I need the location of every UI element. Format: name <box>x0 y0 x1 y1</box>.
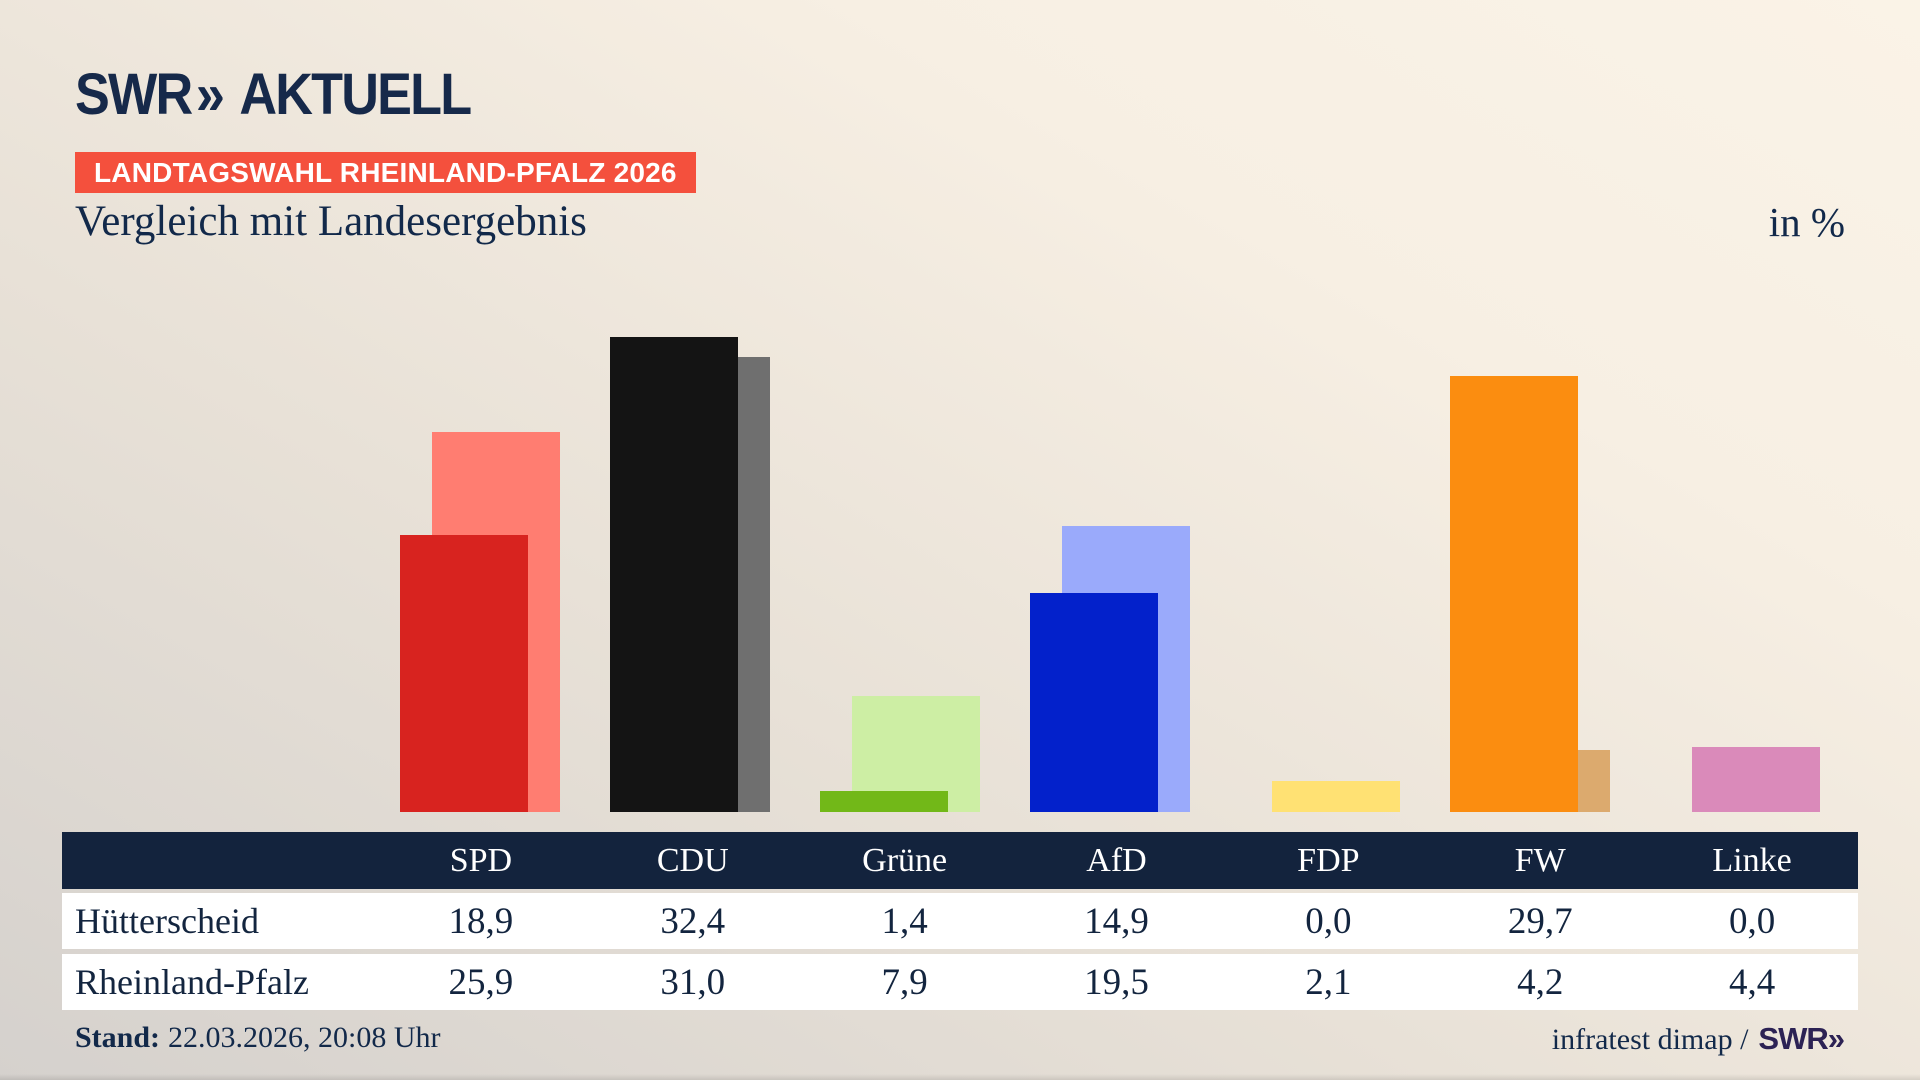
bar-grüne-hütterscheid <box>820 791 948 812</box>
table-header-afd: AfD <box>1086 841 1147 879</box>
value-cdu-row2: 31,0 <box>660 961 726 1003</box>
election-badge: LANDTAGSWAHL RHEINLAND-PFALZ 2026 <box>75 152 696 193</box>
value-fdp-row1: 0,0 <box>1305 900 1352 942</box>
value-fw-row2: 4,2 <box>1517 961 1564 1003</box>
source-credit: infratest dimap / SWR» <box>1552 1021 1845 1057</box>
table-header-spd: SPD <box>449 841 513 879</box>
table-row-hütterscheid: Hütterscheid 18,9 32,4 1,4 14,9 0,0 29,7 0,0 <box>62 893 1858 949</box>
chart-title: Vergleich mit Landesergebnis <box>75 198 587 245</box>
bar-linke-rheinland-pfalz <box>1692 747 1820 812</box>
table-header-cdu: CDU <box>656 841 729 879</box>
value-afd-row1: 14,9 <box>1084 900 1149 942</box>
bar-group-afd <box>1030 0 1190 812</box>
table-header-fw: FW <box>1514 841 1566 879</box>
table-header-linke: Linke <box>1712 841 1792 879</box>
source-chevron-icon: » <box>1827 1021 1845 1056</box>
table-row-rheinland-pfalz: Rheinland-Pfalz 25,9 31,0 7,9 19,5 2,1 4,2 4,4 <box>62 954 1858 1010</box>
value-linke-row2: 4,4 <box>1728 961 1776 1003</box>
value-afd-row2: 19,5 <box>1084 961 1149 1003</box>
value-grüne-row2: 7,9 <box>881 961 928 1003</box>
value-grüne-row1: 1,4 <box>881 900 928 942</box>
value-spd-row1: 18,9 <box>448 900 514 942</box>
results-table: SPD CDU Grüne AfD FDP FW Linke Hütterscheid 18,9… <box>62 832 1858 1015</box>
timestamp-label: Stand: <box>75 1021 161 1054</box>
table-header-row: SPD CDU Grüne AfD FDP FW Linke <box>62 832 1858 889</box>
unit-label: in % <box>1768 199 1845 245</box>
table-header-grüne: Grüne <box>862 841 948 879</box>
bar-group-fw <box>1450 0 1610 812</box>
bar-fdp-rheinland-pfalz <box>1272 781 1400 812</box>
swr-aktuell-logo: SWR» AKTUELL <box>75 66 472 124</box>
value-spd-row2: 25,9 <box>448 961 514 1003</box>
bar-afd-hütterscheid <box>1030 593 1158 812</box>
bar-group-cdu <box>610 0 770 812</box>
bar-group-grüne <box>820 0 980 812</box>
logo-aktuell-text: AKTUELL <box>239 62 472 127</box>
table-header-fdp: FDP <box>1297 841 1360 879</box>
bar-cdu-hütterscheid <box>610 337 738 812</box>
bar-fw-hütterscheid <box>1450 376 1578 812</box>
source-text: infratest dimap / <box>1551 1023 1749 1056</box>
value-linke-row1: 0,0 <box>1728 900 1776 942</box>
value-cdu-row1: 32,4 <box>660 900 726 942</box>
timestamp: Stand: 22.03.2026, 20:08 Uhr <box>75 1021 441 1055</box>
source-swr-logo: SWR» <box>1758 1021 1845 1056</box>
value-fw-row1: 29,7 <box>1507 900 1573 942</box>
bar-chart <box>400 0 1820 812</box>
row-label: Hütterscheid <box>75 901 259 941</box>
value-fdp-row2: 2,1 <box>1305 961 1352 1003</box>
timestamp-value: 22.03.2026, 20:08 Uhr <box>168 1021 441 1054</box>
bar-group-spd <box>400 0 560 812</box>
double-chevron-icon: » <box>195 62 225 127</box>
row-label: Rheinland-Pfalz <box>75 962 309 1002</box>
logo-swr-text: SWR <box>75 62 193 127</box>
bar-spd-hütterscheid <box>400 535 528 812</box>
bar-group-linke <box>1660 0 1820 812</box>
bar-group-fdp <box>1240 0 1400 812</box>
